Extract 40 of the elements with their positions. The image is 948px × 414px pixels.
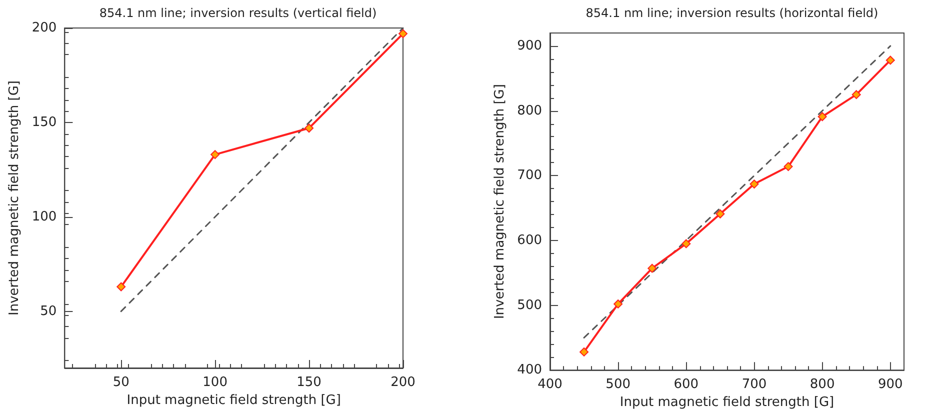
y-tick-label: 700 <box>517 168 542 184</box>
y-tick-label: 500 <box>517 298 542 313</box>
chart-title: 854.1 nm line; inversion results (horizontal field) <box>586 6 878 20</box>
x-tick-label: 150 <box>296 375 322 390</box>
point <box>614 299 623 308</box>
x-axis-title: Input magnetic field strength [G] <box>620 395 834 410</box>
point <box>304 124 314 133</box>
x-tick-label: 500 <box>606 377 630 392</box>
point <box>648 264 657 273</box>
y-tick-label: 800 <box>517 103 542 118</box>
y-tick-label: 150 <box>32 114 57 130</box>
point <box>580 347 589 356</box>
y-tick-label: 50 <box>40 304 57 319</box>
point <box>398 29 408 38</box>
x-tick-label: 100 <box>202 375 228 390</box>
point <box>886 56 895 65</box>
point <box>116 282 126 292</box>
y-tick-label: 900 <box>517 38 542 54</box>
point <box>784 162 793 172</box>
point <box>818 112 827 122</box>
y-axis-title: Inverted magnetic field strength [G] <box>7 80 22 316</box>
point <box>852 90 861 100</box>
y-tick-label: 600 <box>517 232 542 248</box>
y-tick-label: 400 <box>517 362 542 378</box>
x-axis-title: Input magnetic field strength [G] <box>126 392 341 408</box>
x-tick-label: 900 <box>878 377 903 392</box>
chart-title: 854.1 nm line; inversion results (vertical field) <box>99 6 377 20</box>
point <box>750 180 759 189</box>
x-tick-label: 600 <box>674 377 699 392</box>
x-tick-label: 400 <box>538 377 562 392</box>
point <box>716 209 725 218</box>
x-tick-label: 800 <box>810 377 835 392</box>
x-tick-label: 50 <box>112 375 130 390</box>
x-tick-label: 200 <box>390 375 416 390</box>
point <box>682 239 691 248</box>
point <box>210 150 220 160</box>
y-tick-label: 100 <box>32 209 57 224</box>
y-axis-title: Inverted magnetic field strength [G] <box>492 84 508 320</box>
y-tick-label: 200 <box>32 20 57 36</box>
x-tick-label: 700 <box>742 377 767 392</box>
